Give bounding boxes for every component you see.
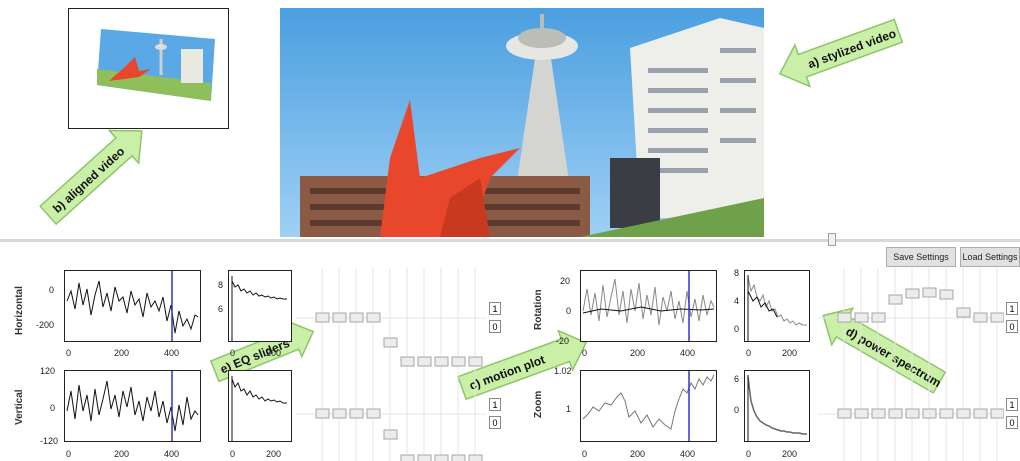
vertical-ytick: 0 — [50, 403, 56, 413]
rotation-motion-plot — [580, 270, 717, 342]
eq-z-min-box[interactable]: 0 — [1006, 416, 1018, 429]
horizontal-ytick: 0 — [49, 285, 55, 295]
rotation-ytick: -20 — [556, 336, 570, 346]
save-settings-button[interactable]: Save Settings — [886, 247, 956, 267]
horizontal-motion-trace — [66, 271, 199, 341]
eq-r-max-box[interactable]: 1 — [1006, 302, 1018, 315]
vertical-xtick: 400 — [164, 449, 180, 459]
eq-v-min-box[interactable]: 0 — [489, 416, 501, 429]
rotation-ytick: 0 — [566, 306, 572, 316]
vertical-axis-label: Vertical — [14, 389, 25, 425]
spectrum-h-plot — [228, 270, 292, 342]
vertical-xtick: 0 — [66, 449, 72, 459]
horizontal-ytick: -200 — [36, 320, 55, 330]
spectrum-h-xtick: 200 — [266, 348, 282, 358]
spectrum-r-trace — [747, 275, 807, 341]
horizontal-xtick: 200 — [114, 348, 130, 358]
callout-aligned-label: b) aligned video — [50, 144, 127, 216]
zoom-motion-plot — [580, 370, 717, 442]
zoom-xtick: 0 — [582, 449, 588, 459]
callout-aligned-video: b) aligned video — [39, 129, 143, 226]
rotation-motion-trace — [582, 271, 715, 341]
spectrum-z-xtick: 200 — [782, 449, 798, 459]
spectrum-z-ytick: 6 — [734, 374, 740, 384]
zoom-xtick: 200 — [630, 449, 646, 459]
spectrum-h-ytick: 6 — [218, 304, 224, 314]
stylized-video — [280, 8, 764, 237]
aligned-video-frame — [97, 29, 215, 101]
timeline-handle[interactable] — [828, 233, 836, 246]
eq-sliders-left[interactable] — [296, 268, 486, 461]
spectrum-r-xtick: 0 — [746, 348, 752, 358]
spectrum-z-ytick: 0 — [734, 405, 740, 415]
spectrum-r-xtick: 200 — [782, 348, 798, 358]
spectrum-z-trace — [747, 375, 807, 441]
zoom-motion-trace — [582, 371, 715, 441]
spectrum-z-xtick: 0 — [746, 449, 752, 459]
spectrum-z-plot — [744, 370, 810, 442]
eq-z-max-box[interactable]: 1 — [1006, 398, 1018, 411]
stylized-video-frame — [280, 8, 764, 237]
spectrum-r-ytick: 4 — [734, 296, 740, 306]
horizontal-axis-label: Horizontal — [14, 286, 25, 335]
vertical-motion-plot — [64, 370, 201, 442]
spectrum-v-xtick: 0 — [230, 449, 236, 459]
eq-sliders-right[interactable] — [818, 268, 1004, 461]
zoom-ytick: 1.02 — [554, 366, 572, 376]
zoom-axis-label: Zoom — [533, 390, 544, 418]
zoom-xtick: 400 — [680, 449, 696, 459]
spectrum-h-xtick: 0 — [230, 348, 236, 358]
rotation-xtick: 200 — [630, 348, 646, 358]
spectrum-r-ytick: 8 — [734, 268, 740, 278]
callout-power-spectrum: d) power spectrum — [822, 307, 947, 394]
horizontal-xtick: 0 — [66, 348, 72, 358]
vertical-ytick: 120 — [40, 366, 56, 376]
spectrum-v-plot — [228, 370, 292, 442]
eq-h-max-box[interactable]: 1 — [489, 302, 501, 315]
callout-stylized-video: a) stylized video — [778, 18, 904, 88]
horizontal-motion-plot — [64, 270, 201, 342]
spectrum-v-xtick: 200 — [266, 449, 282, 459]
timeline-track[interactable] — [0, 239, 1020, 242]
eq-v-max-box[interactable]: 1 — [489, 398, 501, 411]
vertical-xtick: 200 — [114, 449, 130, 459]
rotation-axis-label: Rotation — [533, 289, 544, 330]
spectrum-h-ytick: 8 — [218, 280, 224, 290]
horizontal-xtick: 400 — [164, 348, 180, 358]
rotation-xtick: 400 — [680, 348, 696, 358]
zoom-ytick: 1 — [566, 404, 572, 414]
spectrum-r-plot — [744, 270, 810, 342]
vertical-ytick: -120 — [40, 436, 59, 446]
spectrum-h-trace — [231, 276, 287, 341]
vertical-motion-trace — [66, 371, 199, 441]
load-settings-button[interactable]: Load Settings — [960, 247, 1020, 267]
spectrum-r-ytick: 0 — [734, 324, 740, 334]
eq-r-min-box[interactable]: 0 — [1006, 320, 1018, 333]
eq-h-min-box[interactable]: 0 — [489, 320, 501, 333]
aligned-video-panel — [68, 8, 229, 129]
spectrum-v-trace — [231, 376, 287, 441]
rotation-ytick: 20 — [560, 276, 571, 286]
rotation-xtick: 0 — [582, 348, 588, 358]
